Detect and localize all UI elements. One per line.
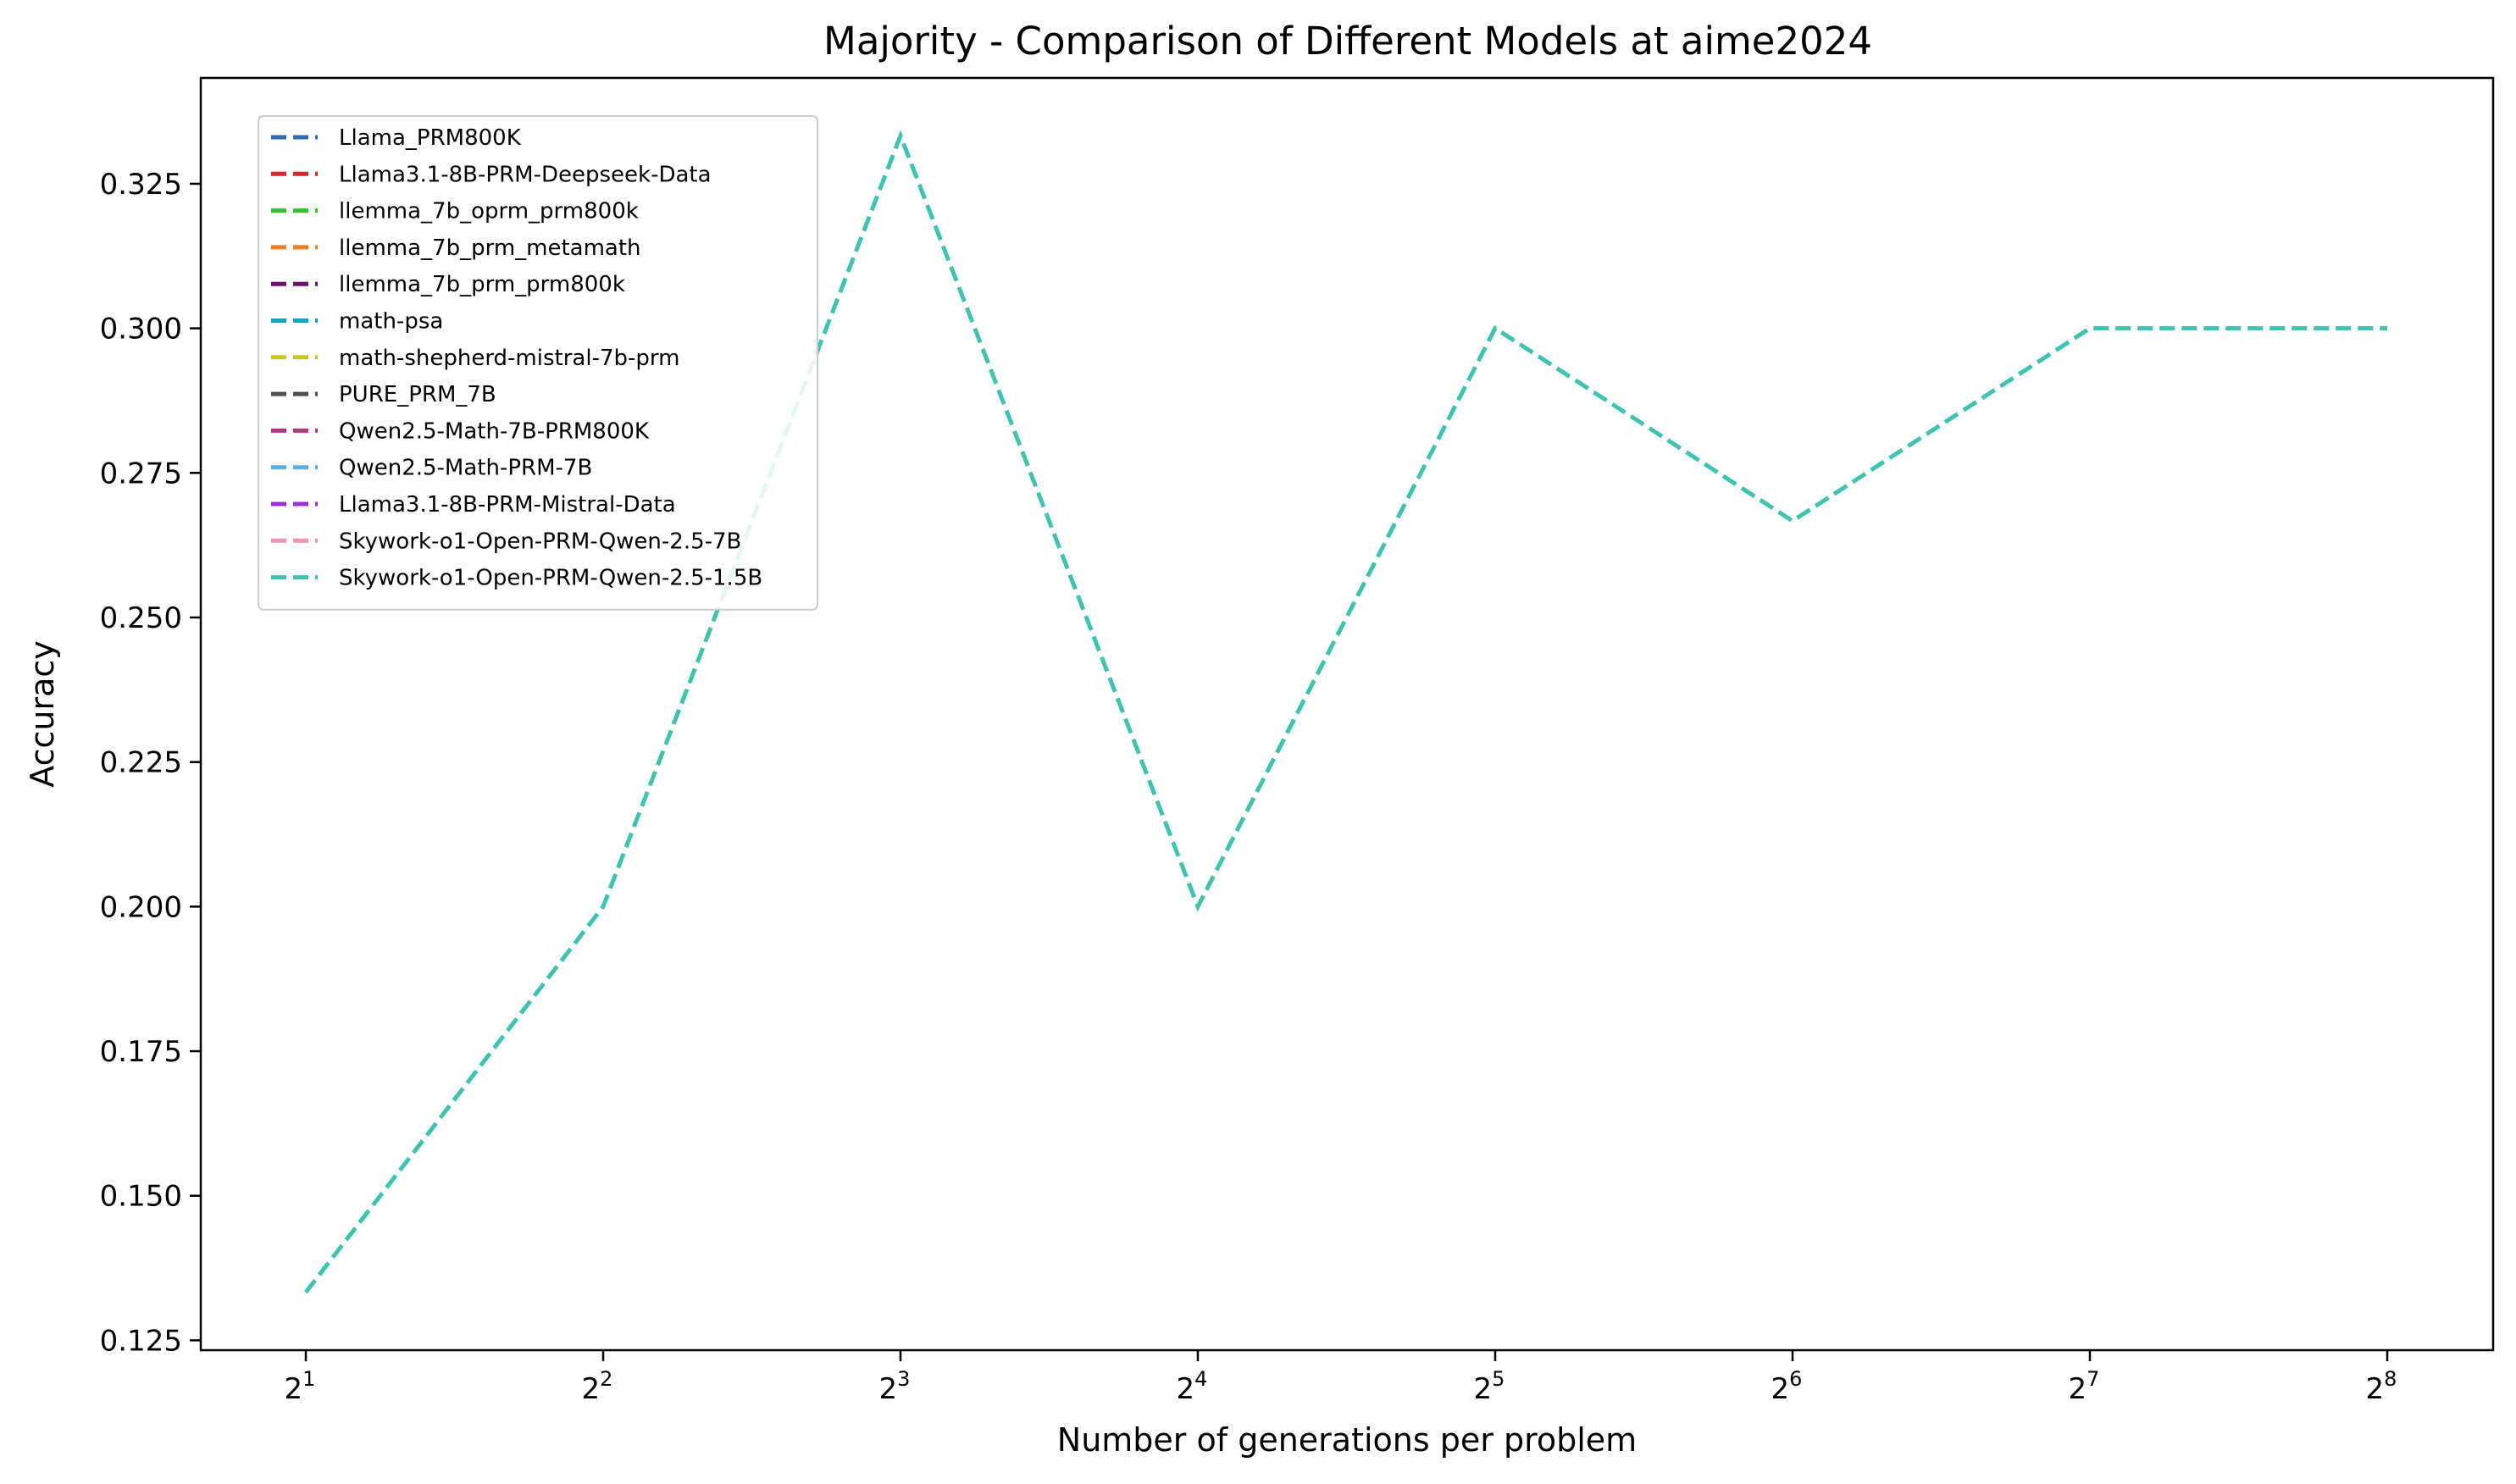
x-tick-exponent: 1 [302,1367,315,1391]
legend-label: llemma_7b_oprm_prm800k [339,199,639,224]
x-tick-base: 2 [879,1372,898,1406]
x-tick-exponent: 8 [2384,1367,2397,1391]
x-axis: 21 22 23 24 25 26 27 28 [285,1350,2397,1406]
x-tick-base: 2 [1771,1372,1790,1406]
x-tick-exponent: 6 [1789,1367,1802,1391]
x-tick-base: 2 [2069,1372,2087,1406]
y-tick-label: 0.300 [100,313,182,346]
series-line [304,130,2387,1294]
y-tick-label: 0.225 [100,746,182,780]
y-tick-label: 0.275 [100,457,182,490]
x-tick-label: 28 [2366,1367,2397,1406]
x-tick-label: 25 [1474,1367,1505,1406]
x-axis-title: Number of generations per problem [1057,1421,1637,1459]
x-tick-exponent: 2 [600,1367,612,1391]
y-axis-title: Accuracy [24,640,61,788]
x-tick-exponent: 4 [1194,1367,1207,1391]
x-tick-label: 23 [879,1367,911,1406]
legend-label: Llama3.1-8B-PRM-Deepseek-Data [339,162,712,187]
series-layer [304,130,2388,1294]
y-tick-label: 0.250 [100,601,182,635]
chart-title: Majority - Comparison of Different Model… [823,19,1872,64]
legend-label: Skywork-o1-Open-PRM-Qwen-2.5-1.5B [339,566,762,591]
y-tick-label: 0.200 [100,890,182,924]
legend-label: Llama3.1-8B-PRM-Mistral-Data [339,492,676,518]
legend-label: PURE_PRM_7B [339,382,496,407]
x-tick-label: 24 [1177,1367,1208,1406]
legend: Llama_PRM800K Llama3.1-8B-PRM-Deepseek-Da… [258,115,818,611]
y-tick-label: 0.125 [100,1324,182,1358]
legend-label: Qwen2.5-Math-7B-PRM800K [339,418,650,444]
x-tick-exponent: 3 [897,1367,910,1391]
legend-box [258,115,818,611]
y-axis: 0.125 0.150 0.175 0.200 0.225 0.250 0.275 0.300… [100,168,201,1358]
x-tick-label: 21 [285,1367,316,1406]
y-tick-label: 0.150 [100,1180,182,1214]
legend-label: math-shepherd-mistral-7b-prm [339,346,679,371]
x-tick-base: 2 [1177,1372,1195,1406]
x-tick-exponent: 7 [2087,1367,2099,1391]
legend-label: math-psa [339,309,443,335]
x-tick-base: 2 [1474,1372,1493,1406]
x-tick-exponent: 5 [1492,1367,1505,1391]
legend-label: Qwen2.5-Math-PRM-7B [339,456,592,481]
x-tick-label: 22 [582,1367,613,1406]
x-tick-label: 26 [1771,1367,1803,1406]
legend-label: llemma_7b_prm_prm800k [339,272,625,297]
x-tick-base: 2 [582,1372,601,1406]
y-tick-label: 0.175 [100,1035,182,1069]
y-tick-label: 0.325 [100,168,182,202]
legend-label: Skywork-o1-Open-PRM-Qwen-2.5-7B [339,529,741,554]
legend-label: llemma_7b_prm_metamath [339,235,641,261]
x-tick-label: 27 [2069,1367,2100,1406]
x-tick-base: 2 [285,1372,303,1406]
plot-area-frame [199,76,2495,1352]
x-tick-base: 2 [2366,1372,2385,1406]
legend-label: Llama_PRM800K [339,125,522,151]
